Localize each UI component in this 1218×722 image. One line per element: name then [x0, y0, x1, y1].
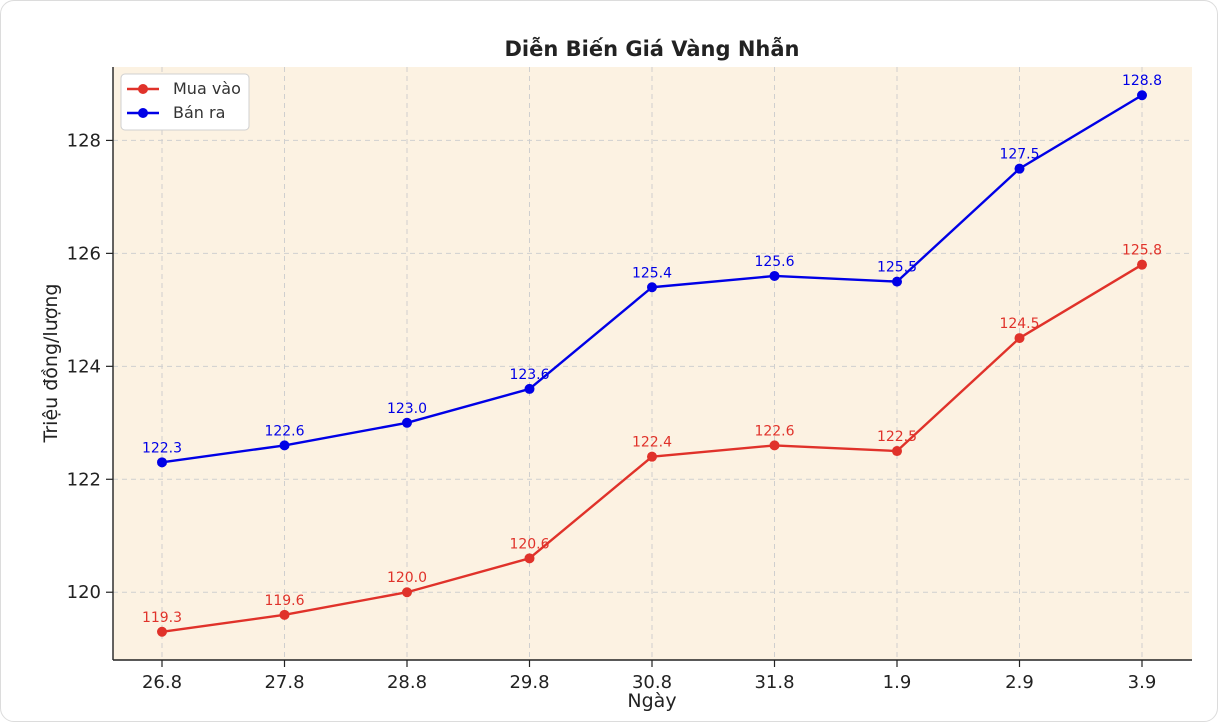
data-point: [1014, 163, 1025, 174]
x-tick-label: 26.8: [142, 672, 182, 693]
x-tick-label: 28.8: [387, 672, 427, 693]
legend-marker: [138, 84, 148, 94]
series-layer: 119.3 119.6 120.0 120.6 122.4 122.6 122.5 124.5…: [142, 73, 1162, 637]
data-point: [892, 276, 902, 287]
x-tick-label: 29.8: [509, 672, 549, 693]
data-point: [157, 457, 167, 468]
data-label: 120.6: [509, 536, 549, 552]
data-label: 125.4: [632, 265, 672, 281]
chart-title: Diễn Biến Giá Vàng Nhẫn: [505, 37, 800, 61]
data-label: 122.4: [632, 435, 672, 451]
data-point: [769, 270, 780, 281]
data-label: 122.6: [754, 423, 794, 439]
series-2: 122.3 122.6 123.0 123.6 125.4 125.6 125.5 127.5…: [142, 73, 1162, 468]
series-1: 119.3 119.6 120.0 120.6 122.4 122.6 122.5 124.5…: [142, 243, 1162, 637]
data-label: 120.0: [387, 570, 427, 586]
data-label: 123.6: [509, 367, 549, 383]
legend-label: Mua vào: [173, 79, 241, 98]
data-label: 128.8: [1122, 73, 1162, 89]
x-axis-label: Ngày: [627, 690, 676, 712]
data-point: [279, 440, 290, 451]
data-point: [1137, 90, 1147, 101]
x-tick-label: 2.9: [1005, 672, 1034, 693]
data-point: [524, 553, 535, 564]
data-point: [524, 383, 535, 394]
data-point: [1137, 259, 1147, 270]
data-label: 119.6: [264, 593, 304, 609]
data-point: [402, 587, 412, 598]
data-label: 122.6: [264, 423, 304, 439]
data-label: 122.5: [877, 429, 917, 445]
y-axis-label: Triệu đồng/lượng: [40, 284, 62, 444]
data-label: 127.5: [999, 147, 1039, 163]
y-tick-label: 128: [67, 130, 101, 151]
y-tick-label: 122: [67, 469, 101, 490]
x-tick-label: 30.8: [632, 672, 672, 693]
legend-marker: [138, 108, 148, 118]
data-label: 122.3: [142, 440, 182, 456]
data-point: [402, 417, 412, 428]
x-tick-label: 27.8: [264, 672, 304, 693]
y-tick-label: 120: [67, 582, 101, 603]
x-tick-label: 3.9: [1128, 672, 1157, 693]
data-point: [157, 626, 167, 637]
data-point: [647, 282, 657, 293]
data-point: [769, 440, 780, 451]
y-tick-label: 126: [67, 243, 101, 264]
plot-area: [113, 67, 1192, 660]
x-tick-label: 1.9: [883, 672, 912, 693]
data-label: 125.8: [1122, 243, 1162, 259]
data-label: 119.3: [142, 610, 182, 626]
y-tick-label: 124: [67, 356, 101, 377]
legend-label: Bán ra: [173, 103, 225, 122]
data-label: 125.5: [877, 260, 917, 276]
data-label: 124.5: [999, 316, 1039, 332]
data-point: [892, 446, 902, 457]
data-point: [1014, 333, 1025, 344]
x-tick-label: 31.8: [754, 672, 794, 693]
data-label: 123.0: [387, 401, 427, 417]
data-label: 125.6: [754, 254, 794, 270]
legend: Mua vào Bán ra: [120, 73, 250, 131]
data-point: [279, 609, 290, 620]
data-point: [647, 451, 657, 462]
ticks: 26.8 27.8 28.8 29.8 30.8 31.8 1.9 2.9 3.9 120 122 1…: [67, 130, 1157, 693]
